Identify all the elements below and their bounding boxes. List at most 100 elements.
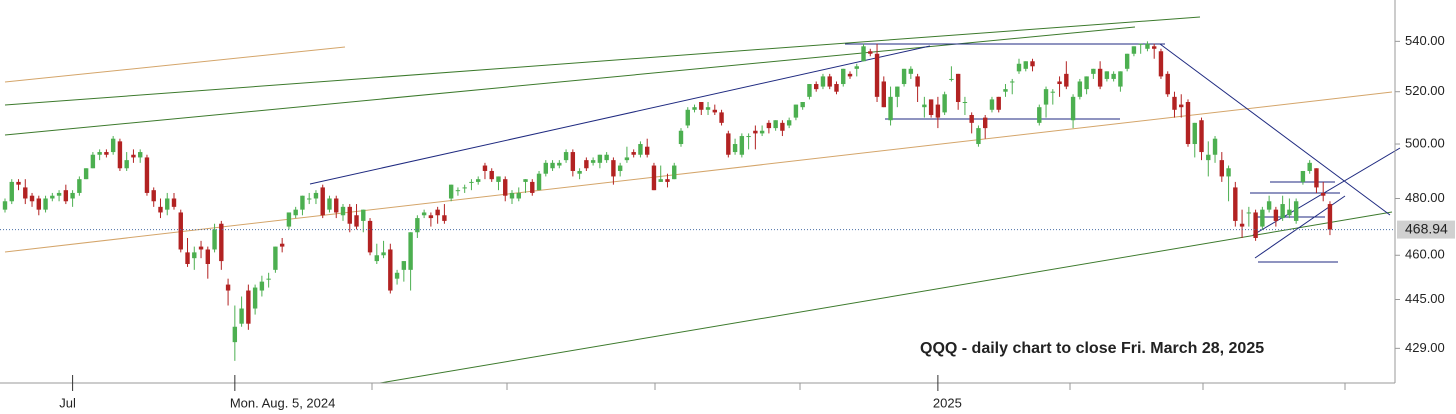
candle-body	[1260, 209, 1265, 227]
candle-body	[232, 326, 238, 343]
candle-body	[969, 114, 974, 123]
candle-body	[489, 170, 494, 180]
candle-body	[421, 212, 427, 216]
candle-body	[2, 201, 8, 210]
candle-body	[1233, 187, 1238, 221]
candle-body	[631, 152, 636, 155]
candle-body	[563, 152, 569, 161]
candle-body	[1037, 107, 1042, 123]
candle-body	[895, 86, 900, 97]
candle-body	[448, 184, 454, 199]
candle-body	[1314, 168, 1319, 188]
candle-body	[131, 154, 136, 158]
candle-body	[70, 192, 75, 199]
last-price-box	[1397, 220, 1455, 239]
candle-body	[1124, 53, 1130, 69]
candle-body	[16, 181, 21, 185]
candle-body	[367, 220, 373, 253]
annotation: QQQ - daily chart to close Fri. March 28…	[920, 340, 1264, 357]
candle-body	[110, 138, 116, 153]
candle-body	[1321, 192, 1326, 196]
candle-body	[388, 249, 393, 291]
candle-body	[901, 68, 907, 85]
candle-body	[1050, 91, 1055, 93]
candle-body	[658, 179, 663, 182]
candle-body	[1111, 73, 1116, 79]
trend-line	[1252, 147, 1401, 236]
candle-body	[1307, 162, 1312, 171]
candle-body	[97, 152, 102, 155]
candle-body	[786, 120, 792, 126]
candle-body	[77, 179, 82, 193]
candle-body	[1327, 204, 1333, 230]
candle-body	[712, 109, 717, 113]
candle-body	[1179, 104, 1184, 108]
candle-body	[50, 195, 55, 199]
candle-body	[252, 287, 258, 309]
candle-body	[1091, 68, 1096, 74]
candle-body	[577, 170, 582, 174]
candle-body	[307, 198, 312, 200]
candle-body	[766, 122, 772, 129]
y-tick-label: 445.00	[1405, 291, 1445, 306]
trend-lines	[4, 16, 1401, 384]
candle-body	[800, 102, 805, 108]
candle-body	[692, 107, 697, 110]
candle-body	[705, 107, 711, 110]
candle-body	[1104, 71, 1110, 79]
candle-body	[1070, 96, 1076, 121]
y-tick-label: 429.00	[1405, 340, 1445, 355]
y-tick-label: 480.00	[1405, 190, 1445, 205]
y-tick-label: 520.00	[1405, 83, 1445, 98]
candle-body	[719, 112, 724, 123]
candle-body	[354, 215, 359, 227]
candle-body	[496, 176, 501, 182]
candle-body	[665, 179, 670, 182]
candle-body	[83, 168, 89, 180]
candle-body	[597, 154, 603, 163]
candle-body	[334, 198, 339, 213]
candle-body	[435, 209, 440, 216]
candle-body	[962, 102, 968, 104]
candle-body	[888, 96, 893, 121]
candle-body	[198, 246, 204, 250]
candle-body	[935, 104, 941, 118]
candle-body	[1219, 160, 1224, 177]
candle-body	[408, 232, 413, 270]
candle-body	[293, 209, 298, 216]
candle-body	[469, 181, 474, 183]
candle-body	[922, 104, 927, 108]
candle-body	[834, 84, 839, 92]
candle-body	[273, 246, 278, 270]
trend-line	[4, 16, 1201, 106]
candle-body	[868, 51, 873, 54]
candle-body	[793, 104, 799, 118]
candle-body	[340, 206, 346, 216]
candle-body	[1287, 209, 1292, 216]
candle-body	[584, 160, 589, 169]
trend-line	[379, 211, 1393, 384]
candle-body	[90, 154, 96, 169]
trend-line	[4, 46, 346, 83]
candle-body	[1097, 68, 1103, 87]
candle-body	[124, 160, 129, 169]
candle-body	[672, 165, 677, 180]
candle-body	[266, 278, 271, 280]
candle-body	[1064, 73, 1069, 87]
candle-body	[455, 190, 461, 192]
candle-body	[1246, 212, 1252, 214]
candle-body	[807, 84, 812, 97]
candle-body	[746, 136, 751, 138]
candle-body	[604, 154, 609, 161]
candle-body	[1192, 122, 1197, 145]
candle-body	[753, 130, 758, 134]
candle-body	[976, 128, 981, 145]
candle-body	[286, 212, 292, 227]
candle-body	[104, 152, 109, 155]
candle-body	[43, 198, 48, 210]
candle-body	[1152, 46, 1157, 49]
candle-body	[239, 308, 244, 324]
candle-body	[9, 181, 14, 202]
candle-body	[442, 215, 447, 221]
candle-body	[415, 218, 420, 233]
